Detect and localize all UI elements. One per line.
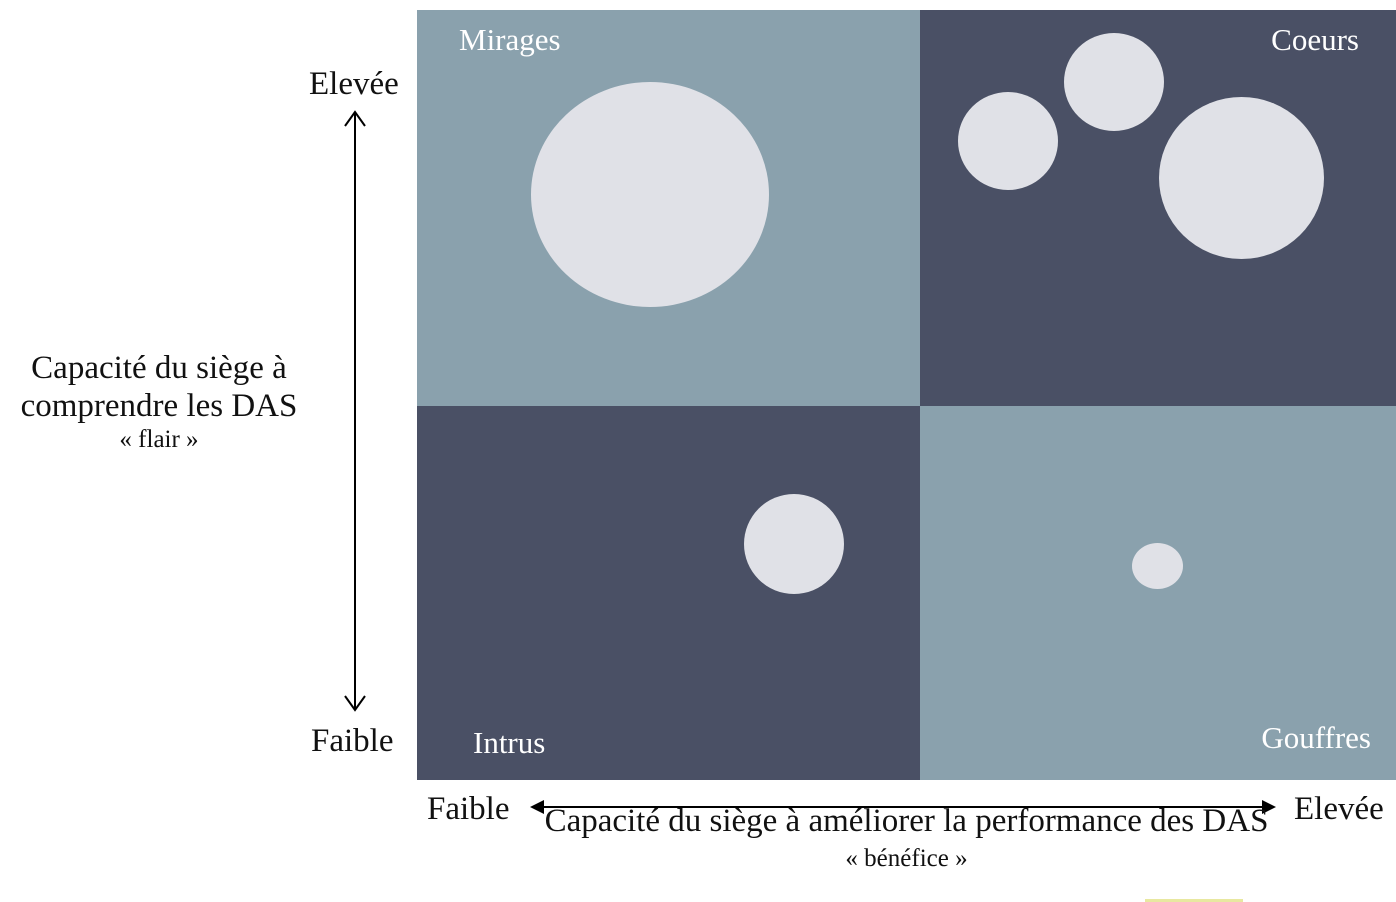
y-axis-arrow xyxy=(344,110,366,712)
y-axis-title-line2: comprendre les DAS xyxy=(20,388,298,424)
quadrant-coeurs: Coeurs xyxy=(920,10,1396,406)
y-axis-high-label: Elevée xyxy=(309,66,399,102)
quadrant-label-gouffres: Gouffres xyxy=(1261,720,1371,755)
quadrant-label-intrus: Intrus xyxy=(473,725,546,760)
bubble xyxy=(1159,97,1324,259)
bubble xyxy=(744,494,844,594)
x-axis-subtitle: « bénéfice » xyxy=(845,845,968,872)
bubble xyxy=(958,92,1058,190)
y-axis-title: Capacité du siège à comprendre les DAS «… xyxy=(0,350,318,453)
x-axis-title: Capacité du siège à améliorer la perform… xyxy=(417,803,1396,872)
y-axis-title-line1: Capacité du siège à xyxy=(31,350,287,386)
quadrant-gouffres: Gouffres xyxy=(920,406,1396,780)
bubble xyxy=(1132,543,1183,589)
accent-line xyxy=(1145,899,1243,902)
y-axis-low-label: Faible xyxy=(311,723,394,759)
quadrant-label-mirages: Mirages xyxy=(459,22,561,57)
quadrant-mirages: Mirages xyxy=(417,10,920,406)
quadrant-intrus: Intrus xyxy=(417,406,920,780)
x-axis-low-label: Faible xyxy=(427,791,510,827)
bubble xyxy=(531,82,769,307)
x-axis-high-label: Elevée xyxy=(1294,791,1384,827)
x-axis-arrow xyxy=(530,800,1276,814)
bubble xyxy=(1064,33,1164,131)
x-axis-title-text: Capacité du siège à améliorer la perform… xyxy=(544,803,1269,839)
quadrant-label-coeurs: Coeurs xyxy=(1271,22,1359,57)
y-axis-subtitle: « flair » xyxy=(119,426,199,453)
